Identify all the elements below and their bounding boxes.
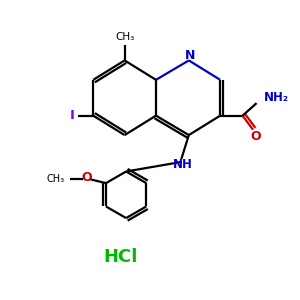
Text: N: N bbox=[185, 49, 196, 62]
Text: NH: NH bbox=[173, 158, 193, 171]
Text: CH₃: CH₃ bbox=[115, 32, 134, 42]
Text: O: O bbox=[251, 130, 261, 143]
Text: CH₃: CH₃ bbox=[47, 174, 65, 184]
Text: I: I bbox=[70, 109, 75, 122]
Text: HCl: HCl bbox=[103, 248, 137, 266]
Text: O: O bbox=[81, 171, 92, 184]
Text: NH₂: NH₂ bbox=[263, 91, 289, 104]
